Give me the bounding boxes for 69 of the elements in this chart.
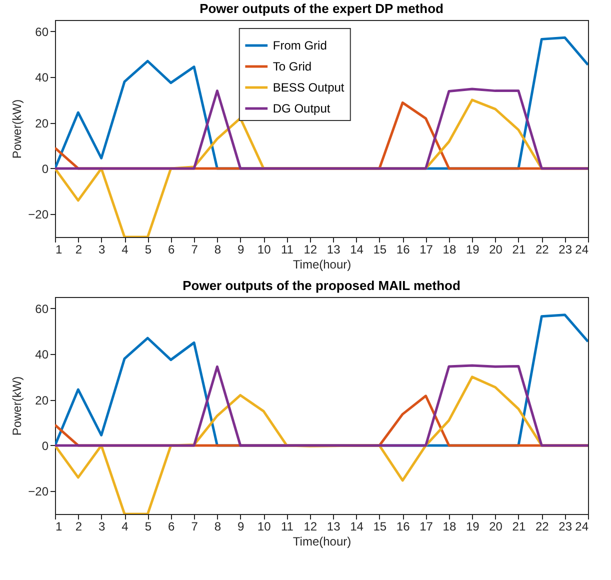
x-tick-label: 4 — [122, 520, 129, 534]
x-tick-label: 9 — [238, 520, 245, 534]
x-tick-label: 18 — [442, 242, 456, 256]
y-axis-title: Power(kW) — [10, 376, 24, 436]
x-tick-label: 21 — [512, 520, 526, 534]
x-tick-label: 1 — [56, 520, 62, 534]
x-tick-label: 15 — [373, 520, 387, 534]
x-tick-label: 15 — [373, 242, 387, 256]
x-tick-label: 21 — [512, 242, 526, 256]
x-tick-label: 3 — [98, 520, 106, 534]
x-tick-label: 10 — [257, 242, 272, 256]
x-tick-label: 3 — [98, 242, 106, 256]
x-tick-label: 4 — [122, 242, 129, 256]
y-tick-label: −20 — [28, 484, 49, 499]
x-tick-label: 22 — [535, 242, 550, 256]
x-tick-label: 14 — [350, 242, 364, 256]
x-tick-label: 24 — [575, 520, 589, 534]
x-tick-label: 16 — [396, 520, 410, 534]
x-tick-label: 11 — [281, 520, 294, 534]
x-tick-label: 13 — [326, 242, 341, 256]
x-tick-label: 17 — [420, 242, 434, 256]
legend-label: BESS Output — [272, 80, 345, 94]
x-tick-label: 20 — [489, 242, 503, 256]
x-tick-label: 19 — [466, 520, 480, 534]
x-tick-label: 8 — [214, 520, 222, 534]
chart-title: Power outputs of the expert DP method — [200, 1, 444, 16]
x-tick-label: 23 — [558, 242, 572, 256]
x-tick-label: 7 — [191, 520, 198, 534]
y-axis-title: Power(kW) — [10, 99, 24, 159]
x-tick-label: 12 — [304, 520, 318, 534]
x-axis-title: Time(hour) — [292, 534, 352, 548]
x-tick-label: 2 — [75, 520, 82, 534]
legend-label: From Grid — [272, 38, 327, 52]
line-series — [55, 364, 588, 447]
x-tick-label: 5 — [144, 520, 152, 534]
x-tick-label: 20 — [489, 520, 503, 534]
y-tick-label: 60 — [35, 302, 49, 316]
x-tick-label: 6 — [168, 242, 176, 256]
x-tick-label: 2 — [75, 242, 82, 256]
y-tick-label: 40 — [35, 70, 49, 85]
x-tick-label: 16 — [396, 242, 410, 256]
x-tick-label: 7 — [191, 242, 198, 256]
y-tick-label: 60 — [35, 24, 49, 39]
chart-title: Power outputs of the proposed MAIL method — [182, 278, 460, 293]
x-tick-label: 13 — [326, 520, 341, 534]
x-tick-label: 1 — [56, 242, 62, 256]
legend-label: DG Output — [272, 102, 331, 116]
x-axis-title: Time(hour) — [292, 258, 352, 272]
x-tick-label: 6 — [168, 520, 176, 534]
y-tick-label: 0 — [42, 162, 49, 176]
y-tick-label: 40 — [35, 348, 49, 362]
x-tick-label: 9 — [238, 242, 245, 256]
x-tick-label: 12 — [304, 242, 318, 256]
x-tick-label: 18 — [442, 520, 456, 534]
x-tick-label: 11 — [281, 242, 294, 256]
x-tick-label: 19 — [466, 242, 480, 256]
x-tick-label: 14 — [350, 520, 364, 534]
legend-label: To Grid — [272, 60, 312, 74]
y-tick-label: 20 — [35, 116, 49, 130]
x-tick-label: 5 — [144, 242, 152, 256]
x-tick-label: 10 — [257, 520, 272, 534]
y-tick-label: 20 — [35, 393, 49, 408]
y-tick-label: −20 — [28, 208, 49, 222]
x-tick-label: 8 — [214, 242, 222, 256]
x-tick-label: 22 — [535, 520, 550, 534]
x-tick-label: 24 — [575, 242, 589, 256]
x-tick-label: 23 — [558, 520, 572, 534]
x-tick-label: 17 — [420, 520, 434, 534]
y-tick-label: 0 — [42, 438, 49, 453]
